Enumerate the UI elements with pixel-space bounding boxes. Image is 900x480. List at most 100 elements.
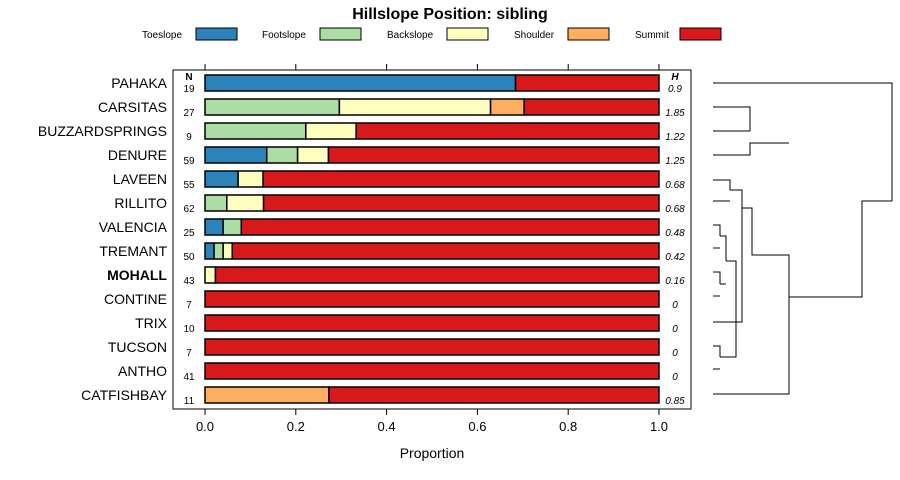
bar-segment-buzzardsprings-summit	[355, 122, 660, 140]
bar-segment-catfishbay-shoulder	[204, 386, 330, 404]
bar-segment-rillito-backslope	[226, 194, 265, 212]
bar-segment-tremant-backslope	[222, 242, 233, 260]
row-n-tremant: 50	[183, 252, 195, 263]
bar-segment-rillito-footslope	[204, 194, 228, 212]
row-label-mohall: MOHALL	[107, 267, 167, 283]
bar-segment-contine-summit	[204, 290, 660, 308]
row-label-tremant: TREMANT	[99, 243, 167, 259]
legend-label-toeslope: Toeslope	[142, 30, 182, 41]
row-n-contine: 7	[186, 300, 192, 311]
legend-label-backslope: Backslope	[387, 30, 434, 41]
row-h-laveen: 0.68	[665, 180, 685, 191]
bar-segment-carsitas-shoulder	[489, 98, 525, 116]
bar-segment-valencia-summit	[240, 218, 660, 236]
row-h-valencia: 0.48	[665, 228, 685, 239]
row-n-trix: 10	[183, 324, 195, 335]
row-label-antho: ANTHO	[118, 363, 167, 379]
bar-segment-carsitas-summit	[523, 98, 660, 116]
x-tick-label: 1.0	[650, 419, 668, 434]
chart-title: Hillslope Position: sibling	[352, 6, 548, 23]
row-n-rillito: 62	[183, 204, 195, 215]
bar-segment-buzzardsprings-footslope	[204, 122, 307, 140]
bar-segment-carsitas-footslope	[204, 98, 341, 116]
legend-swatch-footslope	[319, 27, 362, 41]
bar-segment-mohall-backslope	[204, 266, 217, 284]
row-h-antho: 0	[672, 372, 678, 383]
x-tick-label: 0.4	[378, 419, 396, 434]
row-h-carsitas: 1.85	[665, 108, 685, 119]
row-label-denure: DENURE	[108, 147, 167, 163]
x-tick-label: 0.2	[287, 419, 305, 434]
row-label-contine: CONTINE	[104, 291, 167, 307]
bar-segment-valencia-toeslope	[204, 218, 224, 236]
row-n-tucson: 7	[186, 348, 192, 359]
x-axis-label: Proportion	[400, 445, 465, 461]
legend-swatch-toeslope	[195, 27, 238, 41]
row-n-valencia: 25	[183, 228, 195, 239]
row-label-pahaka: PAHAKA	[111, 75, 167, 91]
row-n-laveen: 55	[183, 180, 195, 191]
bar-segment-pahaka-toeslope	[204, 74, 517, 92]
x-axis: 0.0 0.2 0.4 0.6 0.8 1.0	[196, 64, 668, 434]
row-n-catfishbay: 11	[184, 396, 195, 407]
row-label-laveen: LAVEEN	[113, 171, 167, 187]
x-tick-label: 0.8	[559, 419, 577, 434]
bar-segment-tucson-summit	[204, 338, 660, 356]
legend-label-shoulder: Shoulder	[514, 30, 555, 41]
legend-swatch-backslope	[446, 27, 489, 41]
dendrogram	[713, 82, 893, 395]
legend: Toeslope Footslope Backslope Shoulder Summit	[142, 27, 722, 41]
row-label-catfishbay: CATFISHBAY	[81, 387, 167, 403]
legend-label-summit: Summit	[635, 30, 669, 41]
row-n-mohall: 43	[183, 276, 195, 287]
row-h-contine: 0	[672, 300, 678, 311]
bar-segment-denure-toeslope	[204, 146, 268, 164]
row-n-denure: 59	[183, 156, 195, 167]
bar-segment-antho-summit	[204, 362, 660, 380]
bar-segment-denure-summit	[327, 146, 660, 164]
legend-swatch-shoulder	[567, 27, 610, 41]
bar-segment-valencia-footslope	[222, 218, 243, 236]
bar-segment-laveen-backslope	[237, 170, 264, 188]
bar-segment-mohall-summit	[214, 266, 660, 284]
bar-segment-tremant-summit	[231, 242, 660, 260]
row-n-antho: 41	[183, 372, 195, 383]
bar-segment-rillito-summit	[262, 194, 660, 212]
row-label-trix: TRIX	[135, 315, 168, 331]
row-label-valencia: VALENCIA	[99, 219, 168, 235]
row-h-trix: 0	[672, 324, 678, 335]
bar-segment-tremant-toeslope	[204, 242, 215, 260]
row-label-buzzardsprings: BUZZARDSPRINGS	[38, 123, 167, 139]
x-tick-label: 0.6	[468, 419, 486, 434]
row-n-pahaka: 19	[183, 84, 195, 95]
bar-segment-buzzardsprings-backslope	[305, 122, 357, 140]
row-label-tucson: TUCSON	[108, 339, 167, 355]
n-column-header: N	[185, 72, 192, 83]
legend-swatch-summit	[679, 27, 722, 41]
x-tick-label: 0.0	[196, 419, 214, 434]
row-h-mohall: 0.16	[665, 276, 685, 287]
row-h-tremant: 0.42	[665, 252, 685, 263]
bar-segment-denure-footslope	[265, 146, 299, 164]
legend-label-footslope: Footslope	[262, 30, 306, 41]
bar-segment-denure-backslope	[296, 146, 330, 164]
row-label-carsitas: CARSITAS	[98, 99, 167, 115]
bar-segment-trix-summit	[204, 314, 660, 332]
bar-segment-laveen-summit	[262, 170, 660, 188]
row-h-rillito: 0.68	[665, 204, 685, 215]
row-label-rillito: RILLITO	[114, 195, 167, 211]
row-h-buzzardsprings: 1.22	[665, 132, 685, 143]
bar-segment-tremant-footslope	[213, 242, 224, 260]
bar-segment-catfishbay-summit	[328, 386, 660, 404]
chart-rows: PAHAKA 19 0.9 CARSITAS 27 1.85 BUZZARDSPRINGS 9…	[38, 74, 685, 407]
bar-segment-laveen-toeslope	[204, 170, 239, 188]
row-h-catfishbay: 0.85	[665, 396, 685, 407]
row-h-tucson: 0	[672, 348, 678, 359]
h-column-header: H	[671, 72, 679, 83]
row-h-denure: 1.25	[665, 156, 685, 167]
row-n-carsitas: 27	[183, 108, 195, 119]
row-h-pahaka: 0.9	[668, 84, 682, 95]
dendrogram-branches	[713, 82, 893, 395]
row-n-buzzardsprings: 9	[186, 132, 192, 143]
